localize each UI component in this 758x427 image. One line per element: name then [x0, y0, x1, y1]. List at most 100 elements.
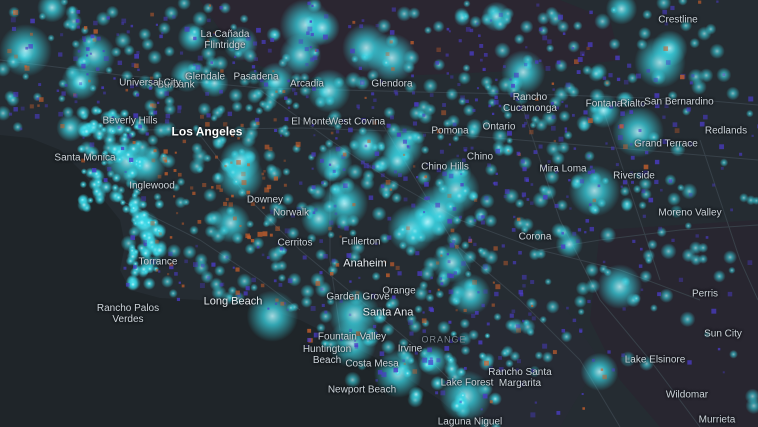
density-cell	[344, 226, 349, 231]
population-dot	[111, 173, 122, 183]
density-cell	[638, 172, 643, 177]
density-cell	[81, 158, 86, 163]
density-cell	[422, 357, 428, 363]
density-cell	[428, 306, 434, 312]
density-cell	[309, 20, 312, 23]
los-angeles-label: Los Angeles	[171, 124, 243, 139]
population-dot	[514, 198, 525, 209]
density-cell	[313, 134, 316, 137]
density-cell	[406, 145, 409, 148]
density-cell	[107, 166, 112, 172]
density-cell	[311, 124, 315, 127]
density-cell	[554, 203, 559, 208]
density-cell	[136, 50, 140, 55]
density-cell	[38, 97, 44, 102]
density-cell	[699, 121, 705, 127]
density-cell	[579, 179, 584, 184]
population-dot	[243, 49, 258, 63]
density-cell	[504, 189, 510, 194]
density-cell	[83, 39, 86, 42]
population-dot	[681, 183, 698, 200]
density-cell	[589, 165, 593, 169]
population-dot	[691, 79, 707, 95]
beverly-hills-label: Beverly Hills	[102, 115, 158, 127]
density-cell	[359, 80, 365, 85]
population-dot	[424, 26, 432, 35]
population-dot	[202, 2, 214, 14]
population-dot	[279, 34, 322, 76]
density-cell	[391, 295, 396, 300]
density-cell	[538, 59, 542, 63]
population-dot	[719, 158, 729, 167]
population-dot	[219, 157, 234, 172]
population-dot	[422, 78, 438, 94]
density-cell	[552, 88, 555, 91]
el-monte-label: El Monte	[291, 116, 331, 128]
density-cell	[125, 88, 129, 92]
density-cell	[654, 179, 659, 185]
population-dot	[164, 5, 179, 21]
density-cell	[161, 31, 164, 35]
density-cell	[463, 147, 468, 152]
density-cell	[644, 150, 649, 155]
density-cell	[232, 216, 237, 221]
density-cell	[416, 176, 419, 179]
population-dot	[100, 159, 108, 166]
density-cell	[287, 106, 291, 109]
density-cell	[663, 46, 668, 51]
population-dot	[478, 351, 487, 361]
density-cell	[671, 238, 675, 242]
density-cell	[195, 65, 201, 70]
density-cell	[640, 288, 644, 292]
fountain-valley-label: Fountain Valley	[317, 331, 387, 343]
population-dot	[0, 61, 11, 77]
population-dot	[188, 158, 205, 175]
population-dot	[667, 192, 681, 206]
population-dot	[716, 67, 732, 83]
population-dot	[126, 142, 141, 156]
density-cell	[556, 410, 561, 415]
density-cell	[390, 262, 395, 267]
density-cell	[190, 186, 194, 190]
density-cell	[253, 41, 258, 46]
density-cell	[143, 243, 147, 247]
density-cell	[181, 284, 185, 288]
density-cell	[206, 113, 211, 118]
density-cell	[311, 152, 316, 157]
density-cell	[243, 291, 248, 296]
population-dot	[726, 86, 740, 101]
density-cell	[722, 371, 725, 374]
density-cell	[319, 158, 324, 163]
population-dot	[91, 186, 102, 197]
density-cell	[452, 122, 457, 127]
population-dot	[381, 323, 395, 336]
density-cell	[507, 150, 510, 153]
population-dot	[161, 275, 174, 288]
population-dot	[435, 245, 449, 259]
density-cell	[337, 225, 341, 229]
population-dot	[460, 240, 470, 250]
population-dot	[263, 212, 278, 227]
density-cell	[58, 52, 63, 57]
density-cell	[665, 60, 671, 65]
population-dot	[459, 335, 467, 343]
population-dot	[450, 330, 458, 338]
density-cell	[515, 324, 521, 329]
density-cell	[206, 276, 211, 280]
density-cell	[143, 239, 147, 244]
population-dot	[509, 351, 521, 362]
density-cell	[442, 171, 447, 177]
density-cell	[133, 113, 139, 119]
density-cell	[371, 106, 375, 109]
density-cell	[521, 192, 527, 197]
density-cell	[262, 231, 268, 237]
population-dot	[398, 338, 409, 349]
density-cell	[423, 211, 426, 214]
density-cell	[150, 12, 154, 17]
density-cell	[152, 103, 157, 108]
density-cell	[261, 39, 266, 44]
density-cell	[459, 400, 462, 404]
density-cell	[720, 166, 724, 170]
density-cell	[664, 21, 669, 26]
